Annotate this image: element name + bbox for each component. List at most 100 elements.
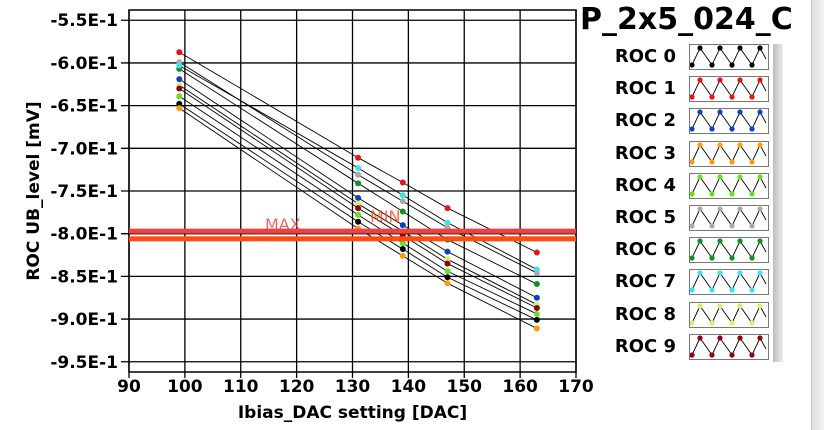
x-tick-label: 160 xyxy=(502,377,538,397)
legend-marker xyxy=(757,206,763,212)
legend-marker xyxy=(709,255,715,261)
series-line-8 xyxy=(447,258,538,305)
data-point-roc-5 xyxy=(355,171,362,178)
legend-swatch xyxy=(689,140,769,167)
data-point-roc-7 xyxy=(355,164,362,171)
legend-marker xyxy=(729,126,735,132)
chart-title: P_2x5_024_C xyxy=(580,2,793,37)
scrollbar[interactable] xyxy=(811,0,824,430)
data-point-roc-2 xyxy=(444,248,451,255)
legend-marker xyxy=(689,94,695,100)
data-point-roc-3 xyxy=(176,105,183,112)
legend-marker xyxy=(729,352,735,358)
legend-marker xyxy=(717,302,723,309)
data-point-roc-9 xyxy=(444,260,451,267)
legend-marker xyxy=(709,62,715,68)
series-line-5 xyxy=(179,61,359,176)
legend-marker xyxy=(717,109,723,115)
series-line-3 xyxy=(179,107,359,229)
series-line-6 xyxy=(402,211,448,241)
series-line-7 xyxy=(357,167,404,196)
legend-marker xyxy=(729,223,735,229)
legend-marker xyxy=(749,126,755,132)
legend-marker xyxy=(697,45,703,51)
data-point-roc-7 xyxy=(176,62,183,69)
legend-label: ROC 7 xyxy=(614,271,676,293)
legend-marker xyxy=(717,45,723,51)
legend-item: ROC 9 xyxy=(600,333,770,360)
series-line-2 xyxy=(447,251,538,299)
legend-marker xyxy=(709,223,715,229)
series-line-1 xyxy=(402,182,448,209)
legend-swatch xyxy=(689,108,769,135)
legend-marker xyxy=(737,302,743,309)
legend-label: ROC 2 xyxy=(614,110,676,132)
data-point-roc-4 xyxy=(355,211,362,218)
legend-marker xyxy=(757,238,763,244)
data-point-roc-0 xyxy=(176,100,183,107)
legend-marker xyxy=(689,62,695,68)
data-point-roc-2 xyxy=(355,194,362,201)
legend-marker xyxy=(749,223,755,229)
legend-marker xyxy=(749,191,755,197)
legend-bar xyxy=(773,44,783,362)
series-line-0 xyxy=(447,276,538,321)
legend-label: ROC 4 xyxy=(614,174,676,196)
legend-marker xyxy=(737,238,743,244)
legend-marker xyxy=(689,191,695,197)
legend-marker xyxy=(717,270,723,276)
legend-marker xyxy=(729,319,735,326)
legend-marker xyxy=(717,238,723,244)
data-point-roc-4 xyxy=(399,240,406,247)
legend-marker xyxy=(697,270,703,276)
data-point-roc-3 xyxy=(399,252,406,259)
series-line-8 xyxy=(179,84,359,205)
threshold-line-max xyxy=(129,228,576,234)
series-line-3 xyxy=(447,282,538,329)
x-tick-label: 100 xyxy=(167,377,203,397)
legend-marker xyxy=(689,255,695,261)
legend-marker xyxy=(757,335,763,341)
x-tick-label: 120 xyxy=(279,377,315,397)
legend-marker xyxy=(737,141,743,148)
series-line-8 xyxy=(357,203,404,232)
legend-marker xyxy=(737,45,743,51)
legend-marker xyxy=(729,191,735,197)
series-line-7 xyxy=(402,194,448,223)
series-line-6 xyxy=(447,239,538,285)
data-point-roc-3 xyxy=(444,280,451,287)
legend-marker xyxy=(757,302,763,309)
legend-label: ROC 9 xyxy=(614,335,676,357)
legend-marker xyxy=(709,191,715,197)
data-point-roc-1 xyxy=(355,154,362,161)
x-tick-label: 130 xyxy=(335,377,371,397)
legend-marker xyxy=(749,94,755,100)
series-line-4 xyxy=(179,95,359,216)
legend-marker xyxy=(717,335,723,341)
legend-marker xyxy=(737,206,743,212)
legend-item: ROC 6 xyxy=(600,237,770,264)
legend-marker xyxy=(757,270,763,276)
legend-item: ROC 1 xyxy=(600,76,770,103)
legend-label: ROC 5 xyxy=(614,207,676,228)
series-line-5 xyxy=(402,200,448,229)
data-point-roc-9 xyxy=(533,304,540,311)
threshold-line-min xyxy=(129,236,576,242)
legend-item: ROC 4 xyxy=(600,172,770,199)
legend-item: ROC 8 xyxy=(600,301,770,328)
y-tick-label: -7.5E-1 xyxy=(50,182,118,202)
series-line-4 xyxy=(447,270,538,315)
legend-label: ROC 8 xyxy=(614,303,676,325)
legend-item: ROC 3 xyxy=(600,140,770,167)
legend-marker xyxy=(737,335,743,341)
threshold-label-min: MIN xyxy=(370,207,401,226)
series-line-6 xyxy=(179,68,359,184)
data-point-roc-4 xyxy=(533,310,540,317)
series-line-5 xyxy=(447,227,538,274)
legend-marker xyxy=(709,287,715,293)
legend-marker xyxy=(697,174,703,180)
legend-swatch xyxy=(689,333,769,360)
legend-marker xyxy=(729,255,735,261)
legend-marker xyxy=(697,206,703,212)
